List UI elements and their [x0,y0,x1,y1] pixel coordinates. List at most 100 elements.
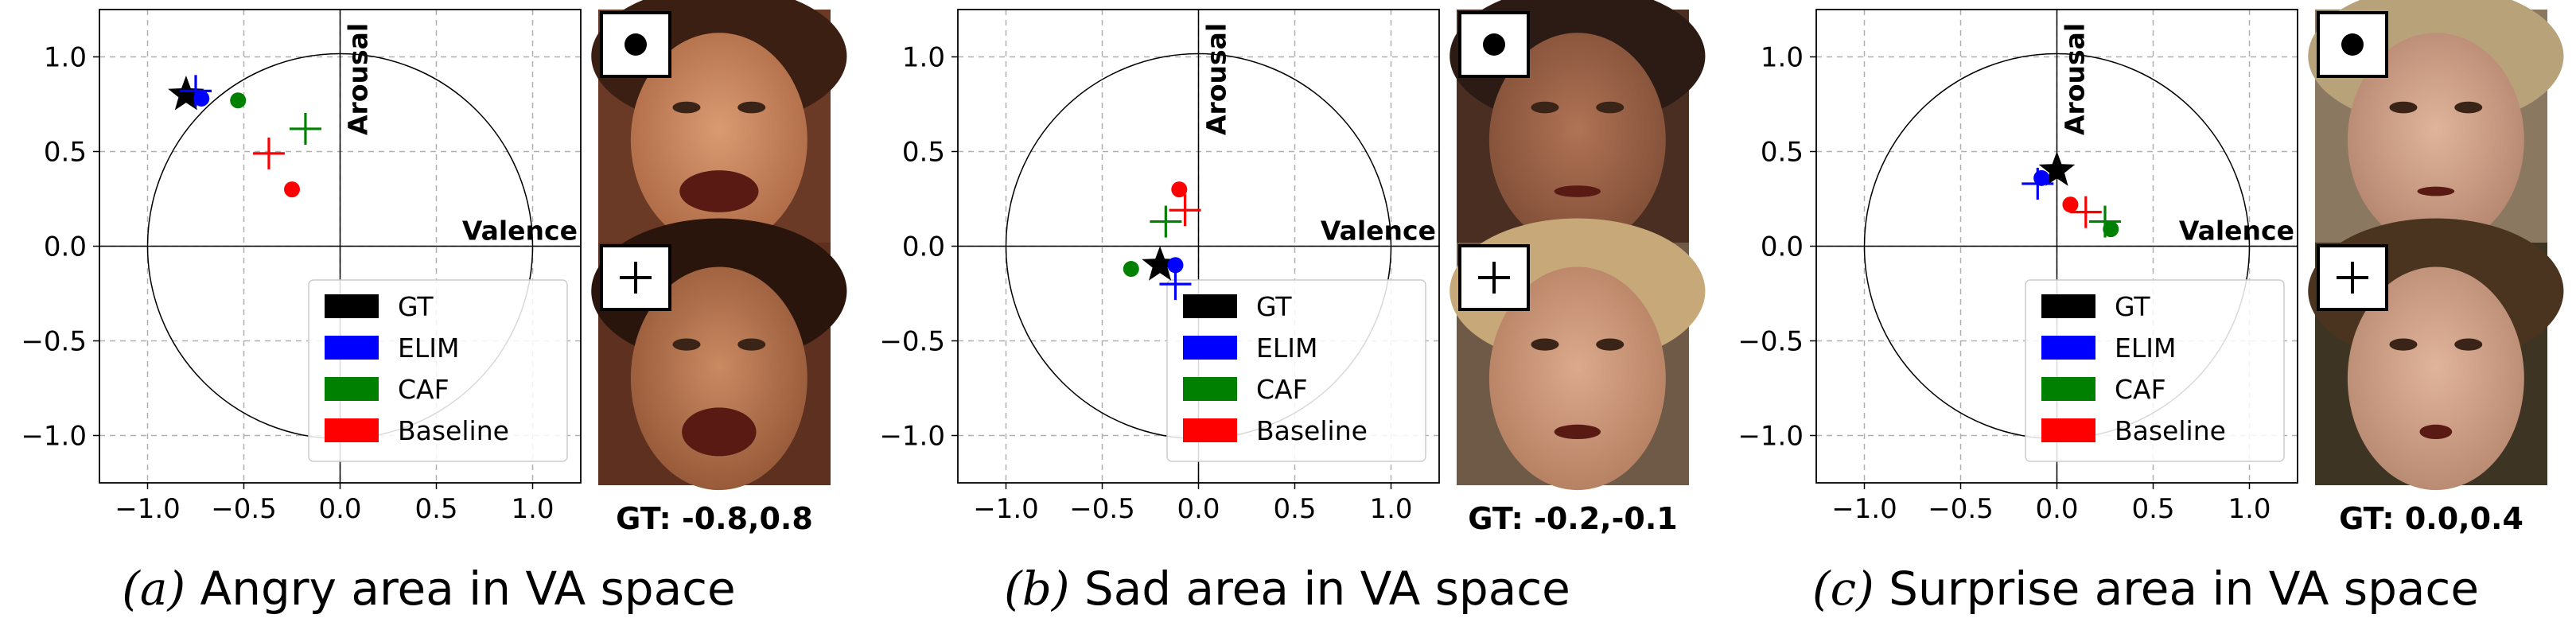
y-axis-label: Arousal [1201,23,1232,135]
elim-dot-marker [1167,257,1184,274]
y-tick-label: −1.0 [21,421,87,453]
mouth [2417,186,2455,196]
y-tick-label: −0.5 [1737,326,1804,358]
x-tick-label: 1.0 [511,493,554,525]
x-axis-label: Valence [1321,216,1436,247]
scatter-chart: −1.0 1.0 −0.5 0.5 0.0 0.0 0.5 −0.5 1.0 −1.0 Valenc… [879,0,1706,616]
eye [2454,338,2483,351]
caption: (c) Surprise area in VA space [1812,562,2479,616]
baseline-plus-marker [252,137,285,169]
caption: (a) Angry area in VA space [122,562,735,616]
face [630,266,807,491]
eye [2454,101,2483,114]
baseline-dot-marker [284,181,300,198]
x-tick-label: −0.5 [211,493,277,525]
legend-swatch [1183,418,1237,442]
caf-plus-marker [2089,205,2121,238]
gt-value-label: GT: -0.8,0.8 [616,501,813,536]
x-tick-label: −0.5 [1069,493,1135,525]
x-tick-label: 1.0 [1369,493,1412,525]
legend-swatch [2041,377,2095,401]
y-tick-label: 0.0 [1761,231,1804,263]
face-photos [591,0,847,491]
x-tick-label: −1.0 [1831,493,1897,525]
legend-label: GT [1256,291,1292,322]
legend-swatch [325,336,379,360]
legend-swatch [2041,418,2095,442]
eye [737,338,766,351]
y-tick-label: −0.5 [21,326,87,358]
face [2347,266,2524,491]
y-tick-label: −1.0 [879,421,945,453]
scatter-chart: −1.0 1.0 −0.5 0.5 0.0 0.0 0.5 −0.5 1.0 −1.0 Valenc… [21,0,847,616]
y-tick-label: 1.0 [44,42,87,74]
y-axis-label: Arousal [343,23,374,135]
y-tick-label: 0.0 [44,231,87,263]
caf-dot-marker [230,92,247,109]
y-tick-label: 0.5 [902,137,945,169]
plus-badge [1458,244,1530,311]
panel-angry: −1.0 1.0 −0.5 0.5 0.0 0.0 0.5 −0.5 1.0 −1.0 Valenc… [0,0,858,630]
face-photo-top [2308,0,2564,247]
legend-box [1166,279,1426,462]
eye [1531,338,1559,351]
caf-plus-marker [289,112,321,145]
eye [2389,338,2418,351]
y-tick-label: 0.5 [1761,137,1804,169]
plus-badge [2317,244,2388,311]
x-tick-label: 0.5 [2131,493,2174,525]
caption: (b) Sad area in VA space [1004,562,1570,616]
legend-label: ELIM [1256,332,1317,364]
legend-label: Baseline [1256,415,1368,446]
gt-star-marker [2038,151,2076,186]
baseline-plus-marker [2069,196,2102,228]
eye [1596,101,1625,114]
badge-box [600,11,671,78]
gt-value-label: GT: -0.2,-0.1 [1468,501,1677,536]
legend-swatch [1183,377,1237,401]
legend-label: Baseline [398,415,509,446]
face [630,33,807,247]
eye [672,338,701,351]
eye [737,101,766,114]
mouth [1554,185,1601,197]
eye [1596,338,1625,351]
face-photo-top [1449,0,1706,247]
x-tick-label: −1.0 [973,493,1039,525]
legend-swatch [1183,294,1237,318]
caf-dot-marker [1123,261,1139,278]
x-axis-label: Valence [462,216,578,247]
baseline-plus-marker [1169,194,1201,227]
legend-swatch [325,418,379,442]
legend-label: ELIM [398,332,459,364]
face [1488,33,1666,247]
legend-swatch [2041,336,2095,360]
face [2347,33,2524,247]
x-tick-label: 0.0 [2035,493,2078,525]
y-tick-label: 0.0 [902,231,945,263]
x-tick-label: 0.0 [1177,493,1220,525]
legend-label: CAF [1256,374,1308,405]
mouth [682,407,757,457]
mouth [1554,424,1601,440]
x-tick-label: 1.0 [2228,493,2271,525]
x-tick-label: 0.5 [414,493,457,525]
legend-box [308,279,568,462]
badge-box [2317,11,2388,78]
elim-plus-marker [180,75,212,107]
caption-letter: (b) [1004,562,1069,616]
dot-badge [600,11,671,78]
y-tick-label: −0.5 [879,326,945,358]
x-tick-label: −0.5 [1928,493,1994,525]
baseline-dot-marker [1171,181,1188,198]
eye [672,101,701,114]
legend-label: CAF [2115,374,2166,405]
legend: GT ELIM CAF Baseline [308,279,568,462]
face-photos [2308,0,2564,491]
legend: GT ELIM CAF Baseline [2025,279,2285,462]
gt-star-marker [168,76,204,111]
face-photos [1449,0,1706,491]
caption-text: Surprise area in VA space [1874,562,2479,616]
panel-surprise: −1.0 1.0 −0.5 0.5 0.0 0.0 0.5 −0.5 1.0 −1.0 Valenc… [1717,0,2575,630]
